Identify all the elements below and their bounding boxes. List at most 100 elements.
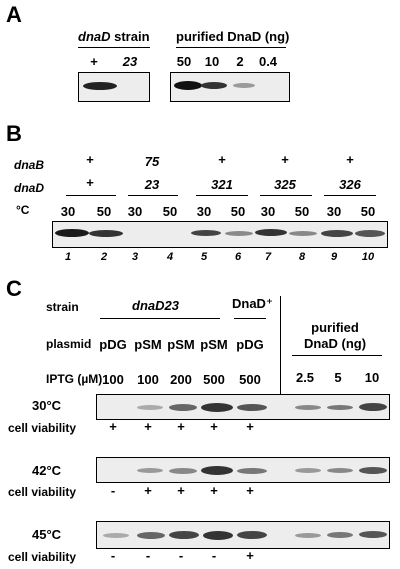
panel-b-temp-4: 50 <box>162 204 178 219</box>
band <box>237 468 267 474</box>
panel-b-dnad-label: dnaD <box>14 181 44 195</box>
panel-b-dnad-3: 321 <box>211 177 233 192</box>
panel-b-temp-label: °C <box>16 203 30 217</box>
panel-c-purified-3: 10 <box>364 370 380 385</box>
panel-c-plasmid-4: pSM <box>200 337 228 352</box>
panel-b-lane-number-2: 2 <box>100 251 108 263</box>
panel-b-group-line <box>260 195 312 196</box>
panel-a-strain-underline <box>78 47 150 48</box>
panel-c-blot-1 <box>96 394 390 420</box>
panel-c-blot-2-viability-2: + <box>144 483 152 498</box>
band <box>327 405 353 410</box>
panel-c-iptg-5: 500 <box>239 372 261 387</box>
band <box>289 231 317 236</box>
band <box>169 404 197 411</box>
panel-c-group-line <box>100 318 220 319</box>
band <box>174 81 202 90</box>
panel-c-strain-group: dnaD23 <box>132 298 179 313</box>
panel-c-iptg-1: 100 <box>102 372 124 387</box>
panel-b-temp-3: 30 <box>127 204 143 219</box>
band <box>327 468 353 473</box>
panel-a-purified-lane-2: 10 <box>204 54 220 69</box>
band <box>233 83 255 88</box>
band <box>359 531 387 538</box>
panel-c-blot-1-viability-1: + <box>109 419 117 434</box>
panel-c-purified-2: 5 <box>334 370 342 385</box>
panel-b-lane-number-3: 3 <box>131 251 139 263</box>
panel-a-strain-header: dnaD strain <box>78 29 150 44</box>
panel-c-purified-1: 2.5 <box>295 370 315 385</box>
panel-b-lane-number-4: 4 <box>166 251 174 263</box>
band <box>83 82 117 90</box>
band <box>203 531 233 540</box>
panel-c-wt-line <box>234 318 266 319</box>
band <box>295 405 321 410</box>
panel-a-purified-lane-4: 0.4 <box>258 54 278 69</box>
panel-c-blot-2-viability-1: - <box>110 483 116 498</box>
panel-b-lane-number-5: 5 <box>200 251 208 263</box>
panel-c-purified-header-1: purified <box>311 320 359 335</box>
panel-b-temp-7: 30 <box>260 204 276 219</box>
panel-c-iptg-3: 200 <box>170 372 192 387</box>
panel-a-purified-underline <box>176 47 286 48</box>
panel-b-lane-number-8: 8 <box>298 251 306 263</box>
panel-b-group-line <box>196 195 248 196</box>
panel-b-group-line <box>128 195 178 196</box>
panel-c-blot-2-viability-5: + <box>246 483 254 498</box>
panel-b-dnab-label: dnaB <box>14 158 44 172</box>
band <box>169 531 199 539</box>
band <box>201 403 233 412</box>
band <box>55 229 89 237</box>
panel-c-separator <box>280 296 281 396</box>
band <box>359 467 387 474</box>
panel-c-blot-2 <box>96 457 390 483</box>
panel-c-iptg-label: IPTG (µM) <box>46 372 103 386</box>
panel-a-strain-lane-1: + <box>90 54 98 69</box>
panel-c-purified-line <box>292 355 382 356</box>
panel-c-strain-wt: DnaD⁺ <box>232 296 273 311</box>
band <box>359 403 387 411</box>
panel-a-purified-blot <box>170 72 290 102</box>
panel-b-group-line <box>324 195 376 196</box>
band <box>321 230 353 237</box>
panel-a-purified-lane-3: 2 <box>236 54 244 69</box>
panel-c-blot-1-viability-label: cell viability <box>8 421 77 435</box>
panel-c-blot-3-viability-3: - <box>178 548 184 563</box>
panel-c-plasmid-2: pSM <box>134 337 162 352</box>
band <box>237 404 267 411</box>
band <box>201 466 233 475</box>
panel-b-temp-1: 30 <box>60 204 76 219</box>
panel-a-strain-blot <box>78 72 150 102</box>
panel-c-iptg-4: 500 <box>203 372 225 387</box>
panel-c-blot-1-viability-4: + <box>210 419 218 434</box>
panel-c-purified-header-2: DnaD (ng) <box>303 336 367 351</box>
band <box>225 231 253 236</box>
panel-c-blot-3-viability-5: + <box>246 548 254 563</box>
panel-c-plasmid-3: pSM <box>167 337 195 352</box>
panel-a-purified-lane-1: 50 <box>176 54 192 69</box>
panel-a-strain-lane-2: 23 <box>122 54 138 69</box>
panel-c-iptg-2: 100 <box>137 372 159 387</box>
band <box>327 532 353 538</box>
panel-c-blot-2-viability-3: + <box>177 483 185 498</box>
panel-a-letter: A <box>6 2 22 27</box>
panel-c-blot-1-temp: 30°C <box>32 398 62 413</box>
panel-b-temp-10: 50 <box>360 204 376 219</box>
band <box>255 229 287 236</box>
panel-c-strain-label: strain <box>46 300 79 314</box>
panel-b-blot <box>52 221 388 248</box>
band <box>137 405 163 410</box>
panel-b-temp-2: 50 <box>96 204 112 219</box>
band <box>103 533 129 538</box>
panel-c-letter: C <box>6 276 22 301</box>
panel-b-dnab-3: + <box>218 152 226 167</box>
panel-b-group-line <box>66 195 116 196</box>
panel-b-dnad-2: 23 <box>144 177 160 192</box>
panel-c-plasmid-label: plasmid <box>46 337 92 351</box>
panel-c-plasmid-5: pDG <box>236 337 264 352</box>
band <box>89 230 123 237</box>
panel-c-blot-1-viability-2: + <box>144 419 152 434</box>
panel-c-blot-3-viability-2: - <box>145 548 151 563</box>
panel-c-blot-2-viability-4: + <box>210 483 218 498</box>
panel-b-lane-number-7: 7 <box>264 251 272 263</box>
